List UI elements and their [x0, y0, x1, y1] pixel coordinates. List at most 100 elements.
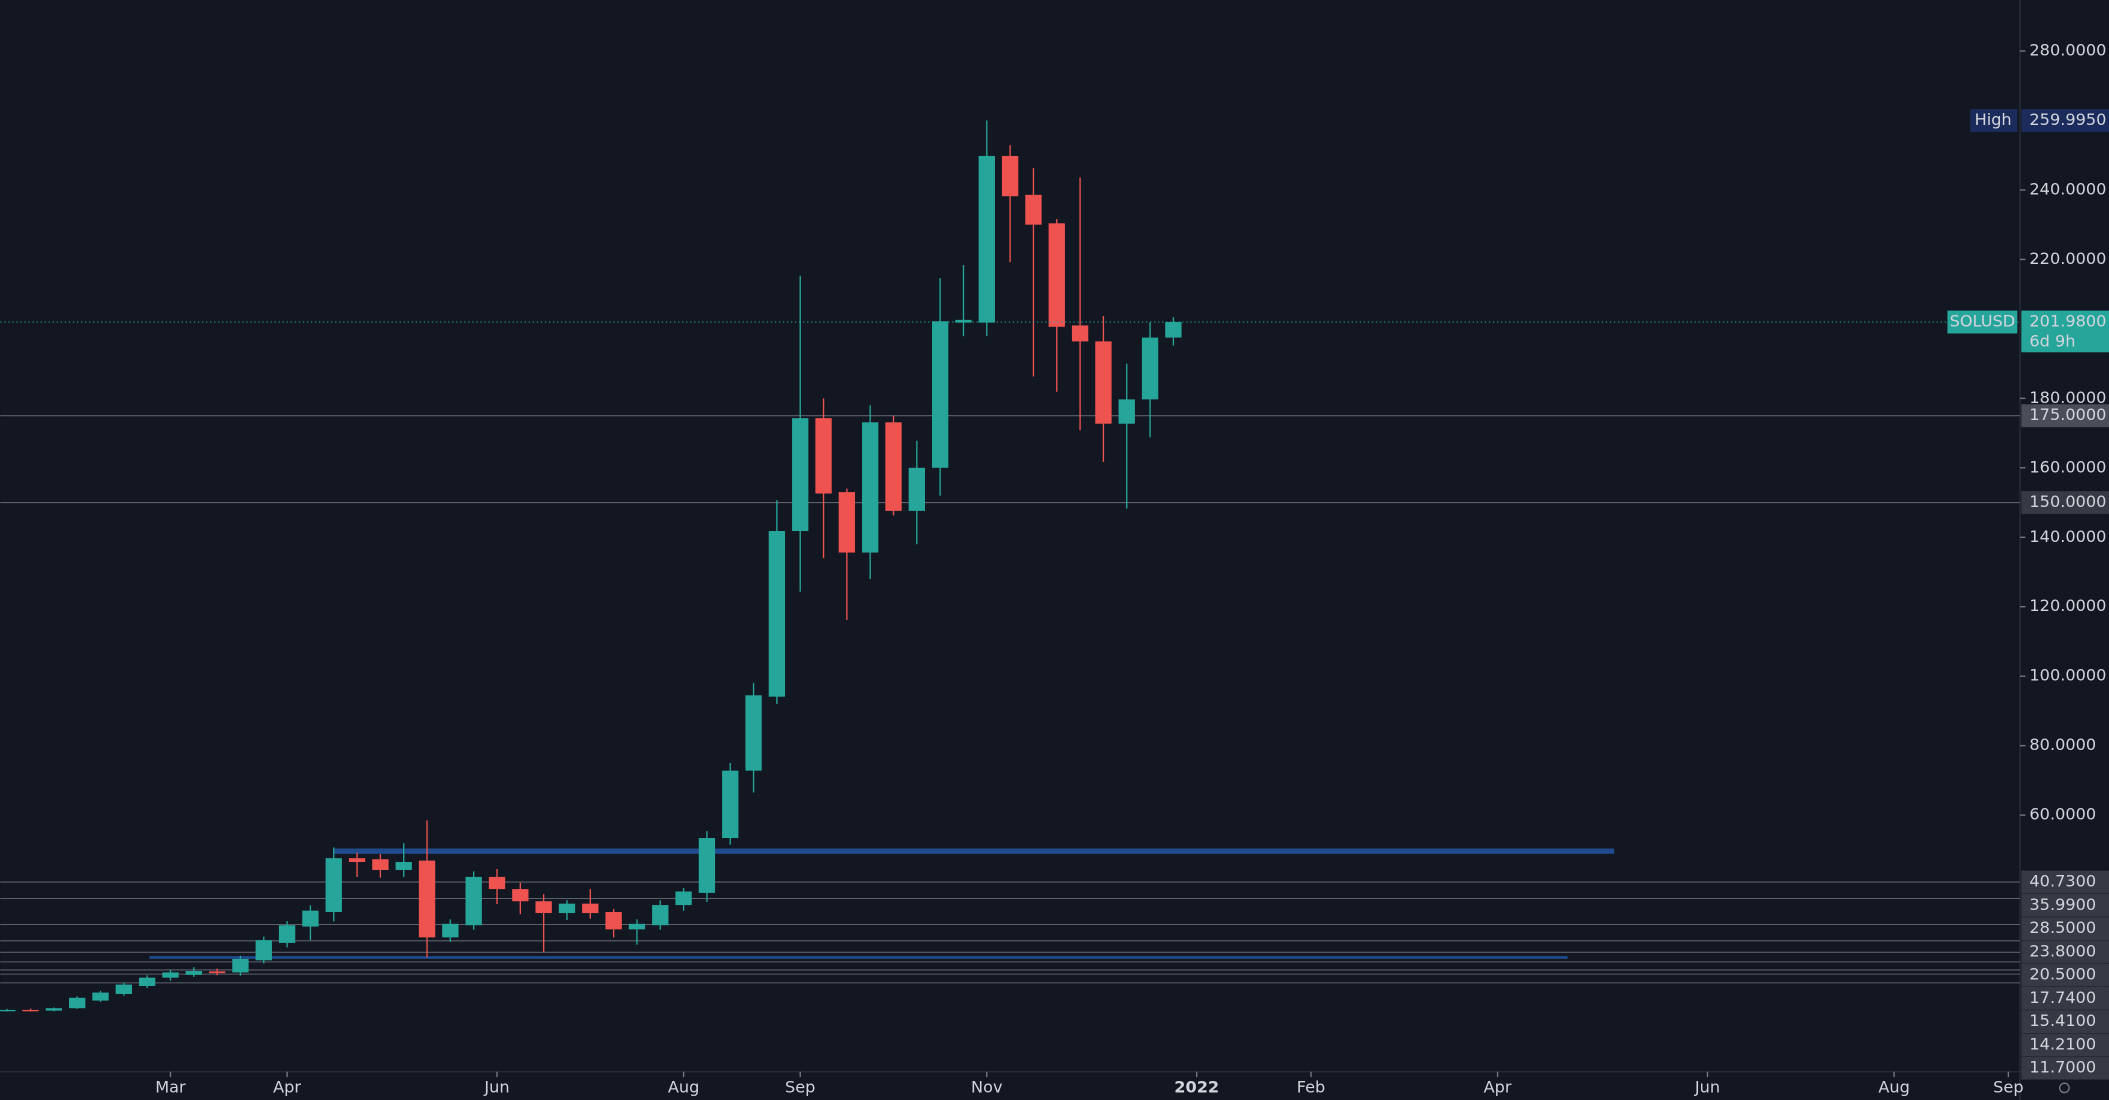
candle-body	[1025, 194, 1042, 225]
candle-body	[535, 901, 552, 914]
y-tick-label: 60.0000	[2029, 805, 2096, 824]
y-tick-label: 160.0000	[2029, 457, 2106, 476]
x-tick-label: 2022	[1174, 1077, 1219, 1096]
candle-body	[185, 971, 202, 975]
x-tick-label: Mar	[155, 1077, 186, 1096]
x-tick-label: Apr	[1484, 1077, 1512, 1096]
candle-body	[722, 770, 739, 839]
symbol-box	[1947, 310, 2018, 334]
candle-body	[1095, 341, 1112, 424]
candle-body	[628, 923, 646, 930]
candle-body	[885, 422, 902, 511]
x-tick-label: Feb	[1297, 1077, 1326, 1096]
last-price-label: 201.9800	[2029, 312, 2106, 331]
high-price-label: 259.9950	[2029, 110, 2106, 129]
level-label: 23.8000	[2029, 941, 2096, 960]
level-label-box	[2021, 870, 2109, 894]
y-tick-label: 280.0000	[2029, 41, 2106, 60]
candle-body	[1118, 399, 1135, 424]
candle-body	[395, 861, 412, 870]
candle-body	[1165, 322, 1182, 338]
candle-body	[955, 319, 972, 323]
candle-body	[232, 958, 249, 973]
candle-body	[815, 418, 832, 494]
y-tick-label: 120.0000	[2029, 596, 2106, 615]
level-label: 20.5000	[2029, 965, 2096, 984]
high-tag: High	[1975, 110, 2012, 129]
candle-body	[838, 492, 856, 553]
last-price-box	[2021, 310, 2109, 353]
candle-body	[698, 838, 716, 893]
candle-body	[302, 910, 319, 927]
candle-body	[675, 891, 692, 906]
candle-body	[278, 925, 296, 943]
high-price-box	[2021, 109, 2109, 132]
x-tick-label: Sep	[1993, 1077, 2023, 1096]
x-tick-label: Sep	[785, 1077, 815, 1096]
level-label: 175.0000	[2029, 405, 2106, 424]
candle-body	[442, 923, 459, 938]
y-tick-label: 180.0000	[2029, 388, 2106, 407]
symbol-label: SOLUSD	[1950, 312, 2016, 331]
level-label-box	[2021, 986, 2109, 1010]
candle-body	[862, 422, 879, 553]
candle-body	[512, 889, 529, 902]
candle-body	[908, 467, 925, 511]
price-axis: 60.0000 80.0000 100.0000 120.0000 140.0000 16…	[1947, 41, 2109, 1080]
candle-body	[325, 858, 342, 913]
level-label-box	[2021, 940, 2109, 964]
candle-body	[45, 1008, 63, 1011]
level-label-box	[2021, 491, 2109, 514]
level-label: 40.7300	[2029, 872, 2096, 891]
candle-body	[465, 876, 482, 926]
candle-body	[792, 418, 809, 532]
level-label: 28.5000	[2029, 918, 2096, 937]
candle-body	[92, 992, 109, 1001]
x-tick-label: Jun	[1694, 1077, 1720, 1096]
level-label: 35.9900	[2029, 895, 2096, 914]
candle-body	[745, 695, 762, 771]
candle-body	[1048, 223, 1065, 327]
level-label-box	[2021, 1010, 2109, 1034]
candle-body	[978, 155, 995, 323]
settings-icon[interactable]	[2059, 1082, 2070, 1094]
candle-body	[255, 940, 272, 961]
y-tick-label: 80.0000	[2029, 735, 2096, 754]
level-label-box	[2021, 404, 2109, 428]
candle-body	[1001, 155, 1019, 197]
level-label-box	[2021, 893, 2109, 917]
candle-body	[1071, 325, 1089, 342]
candle-body	[605, 912, 622, 930]
x-tick-label: Aug	[1878, 1077, 1910, 1096]
level-label-box	[2021, 1033, 2109, 1057]
candle-body	[348, 858, 366, 862]
candle-body	[115, 984, 132, 994]
countdown-label: 6d 9h	[2029, 332, 2075, 351]
candle-body	[488, 876, 506, 890]
high-tag-box	[1970, 109, 2018, 132]
candle-body	[0, 1009, 16, 1012]
plot-area	[0, 120, 2021, 1012]
y-tick-label: 240.0000	[2029, 179, 2106, 198]
candle-body	[372, 859, 389, 870]
y-tick-label: 140.0000	[2029, 527, 2106, 546]
y-tick-label: 220.0000	[2029, 249, 2106, 268]
level-label: 11.7000	[2029, 1058, 2096, 1077]
level-label-box	[2021, 963, 2109, 987]
candle-body	[1141, 337, 1159, 400]
x-tick-label: Jun	[483, 1077, 509, 1096]
candle-body	[931, 321, 949, 468]
candle-body	[582, 903, 599, 914]
level-label: 14.2100	[2029, 1034, 2096, 1053]
level-label: 150.0000	[2029, 492, 2106, 511]
x-tick-label: Aug	[668, 1077, 700, 1096]
x-tick-label: Apr	[273, 1077, 301, 1096]
level-label-box	[2021, 1056, 2109, 1080]
level-label: 17.7400	[2029, 988, 2096, 1007]
candle-body	[208, 971, 226, 974]
level-label-box	[2021, 917, 2109, 940]
candle-body	[162, 972, 179, 978]
